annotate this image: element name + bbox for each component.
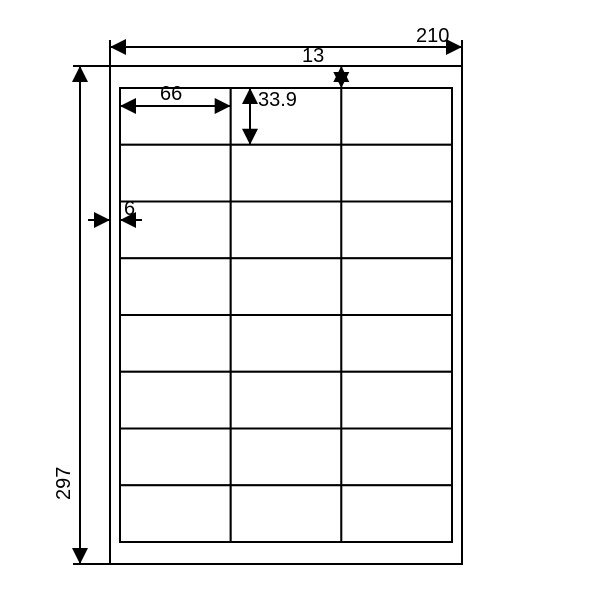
dim-left-margin-value: 6: [124, 198, 135, 220]
dim-top-margin-value: 13: [302, 45, 324, 67]
dimension-diagram: 210 13 66 33.9 6 297: [0, 0, 600, 600]
dim-cell-width-value: 66: [160, 83, 182, 105]
dim-total-height: 297: [53, 66, 110, 564]
label-grid: [120, 88, 452, 542]
dim-total-width-value: 210: [416, 25, 449, 47]
dim-total-width: 210: [110, 25, 462, 66]
dim-total-height-value: 297: [53, 467, 75, 500]
dim-cell-height-value: 33.9: [258, 89, 297, 111]
